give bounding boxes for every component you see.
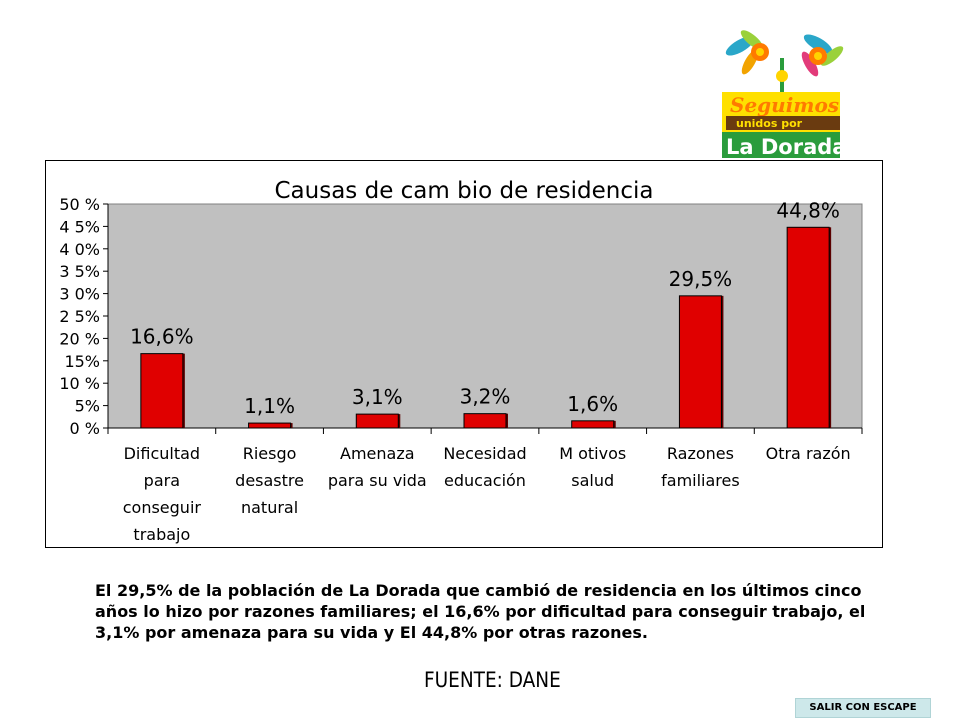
category-label-line: conseguir [123,498,202,517]
category-label-line: Razones [667,444,734,463]
category-label: Necesidad educación [443,444,526,490]
category-label: Otra razón [766,444,851,463]
category-label-line: para [144,471,180,490]
flower-icon [801,34,844,77]
category-label: Razones familiares [661,444,740,490]
y-tick-label: 50 % [59,195,100,214]
y-tick-label: 0 % [70,419,100,438]
category-label-line: salud [571,471,614,490]
data-label: 1,6% [567,392,618,416]
category-label-line: Amenaza [340,444,415,463]
category-label-line: para su vida [328,471,427,490]
exit-button[interactable]: SALIR CON ESCAPE [795,698,931,718]
chart-caption: El 29,5% de la población de La Dorada qu… [95,581,866,642]
category-label-line: Otra razón [766,444,851,463]
svg-text:La Dorada: La Dorada [726,135,844,159]
category-label-line: Necesidad [443,444,526,463]
category-label-line: educación [444,471,526,490]
data-label: 16,6% [130,325,194,349]
source-label: FUENTE: DANE [424,668,561,692]
category-label: Amenaza para su vida [328,444,427,490]
y-tick-label: 3 5% [59,262,100,281]
y-tick-label: 20 % [59,329,100,348]
bar [678,295,722,429]
category-label: M otivos salud [559,444,626,490]
la-dorada-logo: Seguimos unidos por La Dorada [722,28,846,160]
bar [786,226,830,429]
plot-area [107,203,863,429]
svg-text:Seguimos: Seguimos [730,93,839,117]
category-label: Riesgo desastre natural [235,444,304,517]
bar [355,413,399,429]
category-label-line: natural [241,498,298,517]
data-label: 44,8% [776,198,840,222]
y-tick-label: 15% [64,352,100,371]
bar [571,420,615,429]
bar [248,422,292,429]
y-tick-label: 4 5% [59,217,100,236]
y-tick-label: 10 % [59,374,100,393]
data-label: 1,1% [244,394,295,418]
bar [140,353,184,429]
category-label: Dificultad para conseguir trabajo [123,444,202,544]
flower-icon [725,30,769,75]
category-label-line: familiares [661,471,740,490]
data-label: 3,2% [460,385,511,409]
category-label-line: M otivos [559,444,626,463]
svg-text:unidos por: unidos por [736,117,803,130]
bar-chart: Causas de cam bio de residencia 0 % 5% 10 … [59,178,863,544]
category-label-line: Riesgo [243,444,297,463]
bar [463,413,507,429]
y-tick-label: 2 5% [59,307,100,326]
category-label-line: Dificultad [124,444,200,463]
chart-frame: Causas de cam bio de residencia 0 % 5% 10 … [45,160,883,548]
y-tick-label: 5% [75,397,100,416]
y-tick-label: 4 0% [59,240,100,259]
data-label: 3,1% [352,385,403,409]
category-label-line: desastre [235,471,304,490]
category-label-line: trabajo [133,525,190,544]
chart-title: Causas de cam bio de residencia [275,178,654,204]
y-tick-label: 3 0% [59,285,100,304]
data-label: 29,5% [669,267,733,291]
